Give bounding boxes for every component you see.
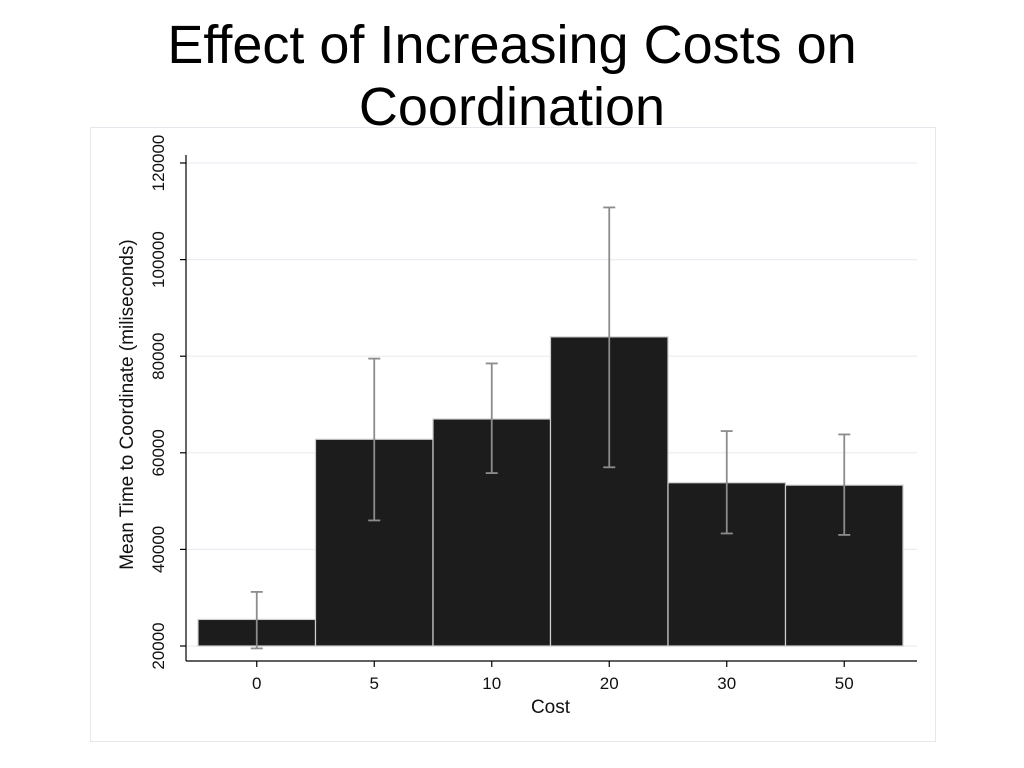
error-bar-20 [603,206,616,469]
error-bar-50 [838,433,851,536]
y-tick-label-4: 100000 [149,231,168,288]
x-tick-label-10: 10 [482,674,501,693]
bar-chart: 20000 40000 60000 80000 100000 120000 0 5 10 20 30… [117,135,917,718]
error-bar-10 [485,362,498,474]
y-axis-title: Mean Time to Coordinate (miliseconds) [117,239,138,570]
x-tick-label-50: 50 [835,674,854,693]
x-tick-label-20: 20 [600,674,619,693]
error-bar-0 [250,591,263,650]
error-bar-layer [250,206,851,650]
bar-layer [197,336,904,647]
error-bar-30 [720,430,733,535]
x-tick-label-5: 5 [370,674,379,693]
y-tick-label-5: 120000 [149,135,168,192]
x-axis-title: Cost [531,697,571,718]
y-tick-label-0: 20000 [149,622,168,669]
slide-title: Effect of Increasing Costs on Coordinati… [0,14,1024,138]
axis-layer: 20000 40000 60000 80000 100000 120000 0 5 10 20 30… [149,135,917,693]
x-tick-label-30: 30 [717,674,736,693]
error-bar-5 [368,357,381,522]
chart-frame: 20000 40000 60000 80000 100000 120000 0 5 10 20 30… [90,127,936,742]
slide-title-line-1: Effect of Increasing Costs on [167,15,857,75]
y-tick-label-2: 60000 [149,429,168,476]
y-tick-label-1: 40000 [149,526,168,573]
y-tick-label-3: 80000 [149,333,168,380]
x-tick-label-0: 0 [252,674,261,693]
